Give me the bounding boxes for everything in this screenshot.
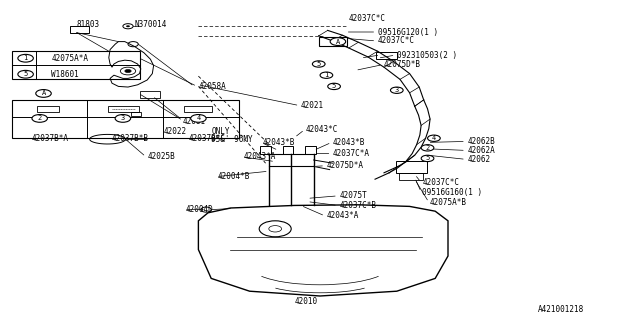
Circle shape xyxy=(421,145,434,151)
Circle shape xyxy=(115,115,131,122)
Text: 42021: 42021 xyxy=(301,101,324,110)
Text: 42004*B: 42004*B xyxy=(218,172,250,181)
Text: 42043*C: 42043*C xyxy=(306,125,339,134)
Text: 42075T: 42075T xyxy=(339,191,367,200)
Text: ONLY: ONLY xyxy=(211,127,230,136)
Circle shape xyxy=(32,115,47,122)
Text: 42081: 42081 xyxy=(182,117,205,126)
Text: 42025B: 42025B xyxy=(147,152,175,161)
Text: 42037C*C: 42037C*C xyxy=(422,178,460,187)
Text: A: A xyxy=(42,91,45,96)
Circle shape xyxy=(18,70,33,78)
Circle shape xyxy=(125,69,131,73)
Circle shape xyxy=(312,61,325,67)
Text: 42075D*B: 42075D*B xyxy=(384,60,421,69)
Text: 42043*B: 42043*B xyxy=(333,138,365,147)
Text: 42037B*C: 42037B*C xyxy=(189,134,226,143)
Text: 42043*B: 42043*B xyxy=(262,138,295,147)
Circle shape xyxy=(328,83,340,90)
Text: 1: 1 xyxy=(24,55,28,61)
Text: 95&' 96MY: 95&' 96MY xyxy=(211,135,253,144)
Text: 3: 3 xyxy=(395,87,399,93)
Circle shape xyxy=(330,38,346,45)
Text: 5: 5 xyxy=(317,61,321,67)
Circle shape xyxy=(390,87,403,93)
Text: 42075D*A: 42075D*A xyxy=(326,161,364,170)
Circle shape xyxy=(317,63,323,65)
Text: A: A xyxy=(336,39,340,44)
Text: 42037C*C: 42037C*C xyxy=(349,14,386,23)
Circle shape xyxy=(324,74,329,76)
Text: 5: 5 xyxy=(426,156,429,161)
Text: 42037B*B: 42037B*B xyxy=(112,134,149,143)
Text: 81803: 81803 xyxy=(77,20,100,28)
Circle shape xyxy=(428,135,440,141)
Text: 42004D: 42004D xyxy=(186,205,213,214)
Text: 42037C*B: 42037C*B xyxy=(339,201,376,210)
Text: W18601: W18601 xyxy=(51,70,79,79)
Text: 09516G120(1 ): 09516G120(1 ) xyxy=(378,28,438,36)
Text: 09516G160(1 ): 09516G160(1 ) xyxy=(422,188,483,196)
Text: 42037C*C: 42037C*C xyxy=(378,36,415,45)
Text: 42037C*A: 42037C*A xyxy=(333,149,370,158)
Circle shape xyxy=(421,155,434,162)
Text: 5: 5 xyxy=(332,84,336,89)
Text: 42043*A: 42043*A xyxy=(326,212,359,220)
Circle shape xyxy=(332,85,337,88)
Text: 5: 5 xyxy=(24,71,28,77)
Text: N370014: N370014 xyxy=(134,20,167,28)
Circle shape xyxy=(191,115,206,122)
Circle shape xyxy=(126,25,130,27)
Text: 42058A: 42058A xyxy=(198,82,226,91)
Text: 42062A: 42062A xyxy=(467,146,495,155)
Text: 42022: 42022 xyxy=(163,127,186,136)
Text: A421001218: A421001218 xyxy=(538,305,584,314)
Text: 42037B*A: 42037B*A xyxy=(32,134,69,143)
Circle shape xyxy=(36,90,51,97)
Circle shape xyxy=(18,54,33,62)
Text: 42010: 42010 xyxy=(294,297,317,306)
Text: 42075A*A: 42075A*A xyxy=(51,54,88,63)
Text: 4: 4 xyxy=(432,135,436,141)
Text: 2: 2 xyxy=(426,145,429,151)
Text: 42062B: 42062B xyxy=(467,137,495,146)
Text: 4: 4 xyxy=(196,116,200,121)
Circle shape xyxy=(320,72,333,78)
Text: 42043*A: 42043*A xyxy=(243,152,276,161)
Text: 42075A*B: 42075A*B xyxy=(430,198,467,207)
Text: 42062: 42062 xyxy=(467,155,490,164)
FancyBboxPatch shape xyxy=(319,37,347,46)
Text: 1: 1 xyxy=(324,72,328,78)
Text: 3: 3 xyxy=(121,116,125,121)
Text: 092310503(2 ): 092310503(2 ) xyxy=(397,51,457,60)
Text: 2: 2 xyxy=(38,116,42,121)
